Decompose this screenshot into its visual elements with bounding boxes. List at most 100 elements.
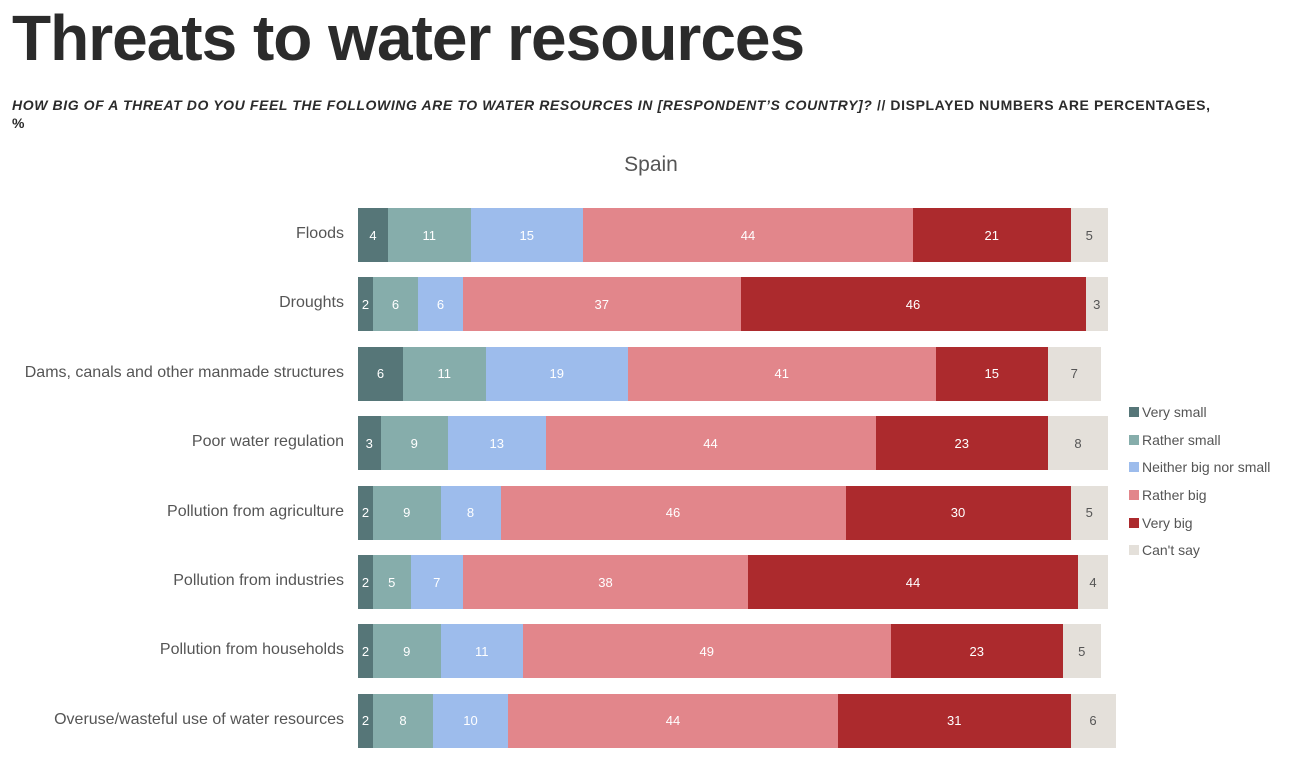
data-label: 6 <box>1089 713 1097 729</box>
category-label: Pollution from industries <box>173 572 344 589</box>
data-label: 23 <box>969 643 984 659</box>
legend-label: Very big <box>1142 514 1193 531</box>
data-label: 21 <box>984 227 999 243</box>
data-label: 8 <box>466 505 475 521</box>
category-label: Pollution from agriculture <box>167 502 344 520</box>
data-label: 4 <box>1089 574 1097 590</box>
data-label: 44 <box>740 227 756 243</box>
data-label: 41 <box>774 366 789 382</box>
bar-segment: 44 <box>583 208 913 262</box>
bar-segment: 3 <box>358 416 381 471</box>
bar-segment: 2 <box>358 624 373 679</box>
legend-item: Can't say <box>1129 536 1270 564</box>
bar-segment: 46 <box>500 485 846 540</box>
legend-label: Neither big nor small <box>1142 459 1271 476</box>
bar-segment: 8 <box>440 485 501 540</box>
legend-label: Rather big <box>1142 486 1207 503</box>
data-label: 37 <box>594 296 609 312</box>
data-label: 9 <box>410 435 418 451</box>
chart-legend: Very small Rather small Neither big nor sm… <box>1129 398 1270 564</box>
bar-segment: 38 <box>463 555 748 609</box>
bar-segment: 2 <box>358 277 373 332</box>
category-label: Poor water regulation <box>191 433 344 451</box>
data-label: 6 <box>391 296 400 312</box>
data-label: 13 <box>489 435 504 451</box>
data-label: 10 <box>463 713 478 729</box>
data-label: 5 <box>1078 643 1086 659</box>
legend-swatch <box>1129 489 1139 500</box>
category-label: Floods <box>295 225 344 242</box>
bar-segment: 44 <box>748 555 1078 609</box>
legend-label: Rather small <box>1142 431 1221 448</box>
bar-segment: 2 <box>358 555 373 609</box>
page-title: Threats to water resources <box>12 2 805 74</box>
bar-segment: 31 <box>838 693 1071 748</box>
category-label: Droughts <box>279 294 344 312</box>
data-label: 7 <box>433 574 441 590</box>
bar-segment: 15 <box>935 346 1048 401</box>
note-text: // DISPLAYED NUMBERS ARE PERCENTAGES, % <box>12 97 1211 131</box>
bar-segment: 9 <box>373 624 441 679</box>
data-label: 6 <box>436 296 445 312</box>
data-label: 4 <box>369 227 377 243</box>
legend-swatch <box>1129 462 1139 473</box>
data-label: 11 <box>437 366 452 382</box>
legend-item: Very small <box>1129 398 1270 426</box>
legend-item: Rather small <box>1129 426 1270 454</box>
bar-segment: 2 <box>358 693 373 748</box>
bar-row: 6 11 19 41 15 7 <box>358 346 1101 401</box>
bar-segment: 11 <box>388 208 471 262</box>
bar-row: 2 9 8 46 30 5 <box>358 485 1108 540</box>
data-label: 46 <box>905 296 921 312</box>
chart-title: Spain <box>624 153 678 176</box>
bar-segment: 49 <box>523 624 891 679</box>
bar-segment: 23 <box>890 624 1063 679</box>
legend-swatch <box>1129 517 1139 528</box>
bar-segment: 5 <box>1070 485 1108 540</box>
data-label: 2 <box>361 505 370 521</box>
bar-segment: 4 <box>1078 555 1108 609</box>
data-label: 19 <box>549 366 564 382</box>
bar-row: 2 8 10 44 31 6 <box>358 693 1116 748</box>
legend-label: Very small <box>1142 403 1207 420</box>
data-label: 30 <box>950 505 966 521</box>
bar-segment: 9 <box>380 416 448 471</box>
legend-item: Rather big <box>1129 481 1270 509</box>
bar-segment: 46 <box>740 277 1086 332</box>
data-label: 49 <box>699 643 714 659</box>
data-label: 15 <box>984 366 999 382</box>
question-text: HOW BIG OF A THREAT DO YOU FEEL THE FOLL… <box>12 97 873 113</box>
data-label: 3 <box>1093 296 1101 312</box>
data-label: 8 <box>1074 435 1082 451</box>
data-label: 9 <box>403 505 411 521</box>
legend-item: Very big <box>1129 509 1270 537</box>
bar-row: 2 5 7 38 44 4 <box>358 555 1108 609</box>
bar-segment: 6 <box>418 277 463 332</box>
data-label: 5 <box>1085 227 1093 243</box>
page-subtitle: HOW BIG OF A THREAT DO YOU FEEL THE FOLL… <box>12 96 1212 132</box>
bar-segment: 8 <box>373 693 433 748</box>
data-label: 38 <box>598 574 613 590</box>
data-label: 2 <box>361 574 370 590</box>
data-label: 2 <box>361 643 370 659</box>
data-label: 11 <box>422 227 437 243</box>
bar-segment: 11 <box>403 346 486 401</box>
data-label: 23 <box>954 435 969 451</box>
bar-segment: 6 <box>1070 693 1116 748</box>
bar-segment: 7 <box>410 555 463 609</box>
data-label: 31 <box>947 713 962 729</box>
data-label: 15 <box>519 227 534 243</box>
legend-item: Neither big nor small <box>1129 453 1270 481</box>
bar-segment: 2 <box>358 485 373 540</box>
bar-segment: 5 <box>373 555 411 609</box>
data-label: 3 <box>365 435 373 451</box>
legend-swatch <box>1129 434 1139 445</box>
bar-segment: 11 <box>440 624 523 679</box>
bar-segment: 41 <box>628 346 936 401</box>
data-label: 46 <box>665 505 681 521</box>
bar-segment: 8 <box>1048 416 1108 471</box>
bar-segment: 19 <box>485 346 628 401</box>
bar-row: 2 9 11 49 23 5 <box>358 624 1101 679</box>
bar-segment: 37 <box>463 277 741 332</box>
category-label: Overuse/wasteful use of water resources <box>54 710 344 728</box>
